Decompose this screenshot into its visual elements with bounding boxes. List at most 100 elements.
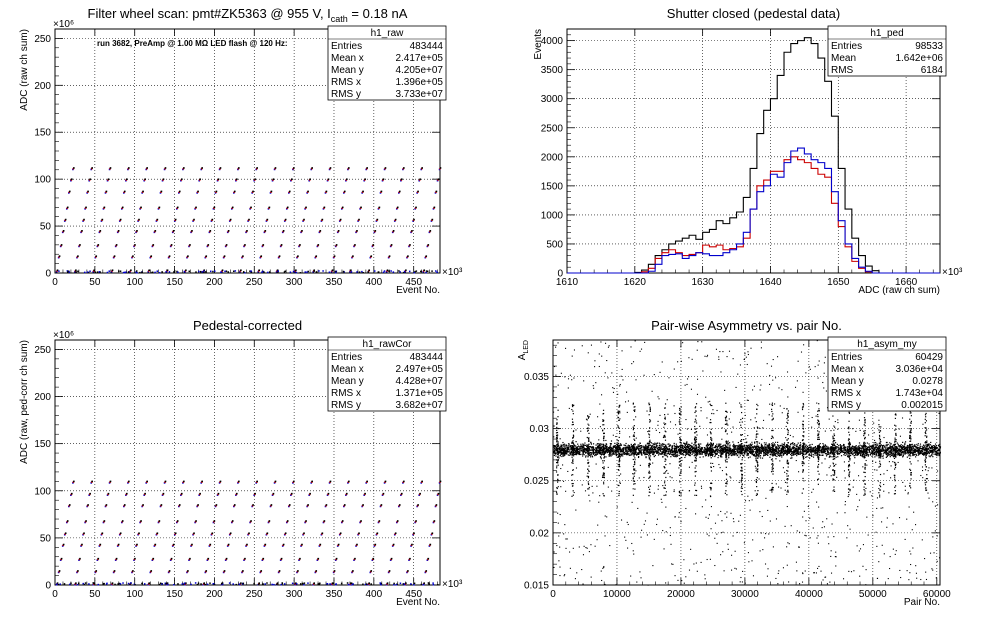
asym-point — [603, 451, 605, 453]
asym-point — [596, 447, 599, 449]
asym-point — [918, 453, 920, 455]
scan-point — [273, 583, 275, 586]
asym-point — [911, 451, 913, 454]
asym-point — [591, 455, 593, 457]
asym-point — [661, 453, 663, 455]
scan-point — [254, 492, 256, 495]
asym-point — [843, 454, 845, 456]
scan-point — [197, 582, 200, 585]
scan-point — [262, 244, 265, 246]
asym-point — [793, 450, 795, 452]
asym-point — [575, 451, 577, 453]
asym-point — [908, 451, 910, 453]
asym-point — [840, 446, 843, 449]
scan-point — [374, 230, 377, 232]
asym-point — [931, 454, 933, 456]
scan-point — [136, 230, 138, 232]
asym-point — [650, 442, 653, 444]
asym-point — [688, 453, 690, 455]
asym-point — [746, 441, 748, 443]
asym-point — [698, 451, 701, 454]
asym-point — [897, 452, 899, 454]
asym-point — [834, 456, 836, 458]
asym-point — [837, 450, 839, 452]
asym-point — [839, 445, 842, 447]
asym-point — [619, 443, 621, 445]
asym-point — [881, 446, 884, 448]
scan-point — [282, 543, 285, 546]
scan-point — [109, 480, 112, 483]
asym-point — [865, 447, 867, 449]
scan-point — [356, 230, 358, 232]
scan-point — [183, 583, 185, 585]
asym-point — [938, 452, 941, 454]
asym-point — [615, 448, 617, 450]
title-subscript: cath — [331, 14, 348, 24]
asym-point — [685, 453, 687, 455]
scan-point — [281, 582, 284, 585]
asym-point — [725, 443, 728, 445]
asym-point — [560, 445, 562, 447]
x-tick-label: 1640 — [759, 277, 782, 288]
asym-point — [667, 450, 670, 452]
asym-point — [693, 450, 696, 453]
asym-point — [649, 455, 652, 457]
scan-point — [183, 582, 186, 584]
x-tick-label: 300 — [286, 277, 303, 288]
asym-point — [903, 451, 905, 453]
asym-point — [660, 450, 662, 453]
asym-point — [782, 450, 784, 453]
asym-point — [811, 449, 813, 451]
asym-point — [615, 449, 617, 451]
scan-point — [246, 543, 248, 546]
asym-point — [748, 449, 750, 451]
asym-point — [907, 445, 909, 447]
asym-point — [674, 453, 676, 455]
y-tick-label: 0.025 — [524, 476, 549, 487]
y-axis-label: ADC (raw ch sum) — [19, 29, 30, 111]
asym-point — [868, 446, 870, 448]
asym-point — [869, 454, 871, 456]
asym-point — [684, 455, 687, 457]
scan-point — [87, 190, 89, 193]
asym-point — [808, 454, 810, 456]
scan-point — [378, 206, 381, 209]
scan-point — [386, 582, 389, 584]
asym-point — [610, 451, 612, 453]
asym-point — [553, 454, 555, 457]
stats-label: RMS x — [331, 388, 361, 399]
scan-point — [141, 582, 143, 585]
asym-point — [775, 452, 777, 454]
asym-point — [915, 448, 917, 451]
asym-point — [746, 452, 748, 454]
asym-point — [901, 447, 903, 449]
scan-point — [315, 255, 318, 257]
asym-point — [859, 450, 861, 452]
asym-point — [606, 446, 608, 448]
scan-point — [68, 190, 71, 193]
asym-point — [584, 448, 586, 450]
stats-name: h1_ped — [870, 28, 903, 39]
asym-point — [637, 456, 640, 459]
asym-point — [597, 452, 599, 455]
asym-point — [907, 450, 909, 452]
scan-point — [106, 582, 108, 585]
asym-point — [595, 447, 597, 449]
scan-point — [87, 271, 90, 274]
asym-point — [606, 445, 608, 447]
asym-point — [825, 449, 827, 451]
scan-point — [396, 206, 399, 209]
asym-point — [666, 453, 668, 455]
scan-point — [229, 532, 232, 535]
asym-point — [866, 442, 868, 444]
asym-point — [746, 451, 748, 453]
asym-point — [759, 448, 761, 451]
plot-frame — [552, 339, 941, 586]
scan-point — [358, 271, 361, 273]
scan-point — [63, 583, 66, 585]
asym-point — [919, 446, 921, 448]
scan-point — [170, 557, 173, 560]
asym-point — [744, 445, 746, 448]
asym-point — [698, 443, 700, 445]
asym-point — [639, 442, 641, 444]
